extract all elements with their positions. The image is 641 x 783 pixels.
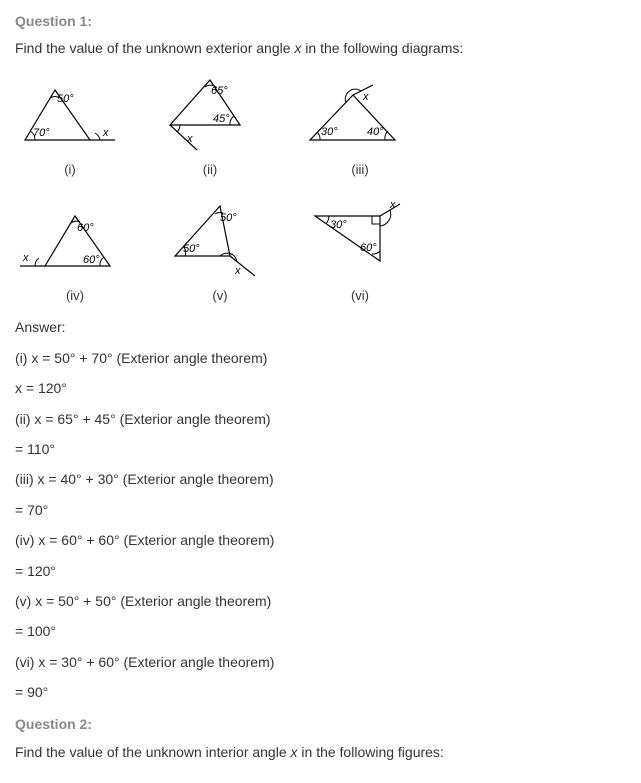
answer-label: Answer: — [15, 316, 626, 338]
answer-line-7: = 120° — [15, 560, 626, 582]
question-2-heading: Question 2: — [15, 713, 626, 735]
diagram-i-label: (i) — [64, 160, 76, 181]
question-2-text: Find the value of the unknown interior a… — [15, 741, 626, 763]
diagram-iii-ext: x — [362, 91, 369, 103]
diagram-ii-container: 65° 45° x (ii) — [155, 70, 265, 181]
diagram-vi-label: (vi) — [351, 286, 369, 307]
diagram-iv-ext: x — [22, 252, 29, 264]
diagram-i-a1: 50° — [57, 93, 74, 105]
diagram-v-a1: 50° — [220, 212, 237, 224]
diagram-iii-label: (iii) — [351, 160, 368, 181]
diagram-vi-a1: 30° — [330, 219, 347, 231]
diagram-v-ext: x — [234, 265, 241, 277]
q2-text-var: x — [291, 744, 298, 760]
answer-line-0: (i) x = 50° + 70° (Exterior angle theore… — [15, 347, 626, 369]
diagrams-row-1: 50° 70° x (i) 65° 45° x (ii) 30° 40° — [15, 70, 626, 181]
answer-line-5: = 70° — [15, 499, 626, 521]
question-1-heading: Question 1: — [15, 10, 626, 32]
diagram-iii: 30° 40° x — [295, 80, 425, 155]
diagram-iv-container: 60° 60° x (iv) — [15, 206, 135, 307]
answer-line-8: (v) x = 50° + 50° (Exterior angle theore… — [15, 590, 626, 612]
answer-line-9: = 100° — [15, 620, 626, 642]
diagram-ii-ext: x — [186, 133, 193, 145]
diagram-ii-a2: 45° — [213, 113, 230, 125]
diagram-i-a2: 70° — [33, 127, 50, 139]
answer-line-6: (iv) x = 60° + 60° (Exterior angle theor… — [15, 529, 626, 551]
answer-line-11: = 90° — [15, 681, 626, 703]
diagram-ii-label: (ii) — [203, 160, 217, 181]
answer-line-2: (ii) x = 65° + 45° (Exterior angle theor… — [15, 408, 626, 430]
diagram-vi-container: 30° 60° x (vi) — [305, 196, 415, 307]
diagram-iii-a1: 30° — [321, 126, 338, 138]
diagram-i-container: 50° 70° x (i) — [15, 80, 125, 181]
diagram-iv: 60° 60° x — [15, 206, 135, 281]
diagram-vi-ext: x — [389, 199, 396, 211]
diagram-v-label: (v) — [212, 286, 227, 307]
diagram-ii-a1: 65° — [211, 85, 228, 97]
diagram-v-container: 50° 50° x (v) — [165, 196, 275, 307]
diagram-ii: 65° 45° x — [155, 70, 265, 155]
q2-text-post: in the following figures: — [298, 744, 444, 760]
q2-text-pre: Find the value of the unknown interior a… — [15, 744, 291, 760]
diagram-v-a2: 50° — [183, 243, 200, 255]
q1-text-pre: Find the value of the unknown exterior a… — [15, 40, 294, 56]
diagrams-row-2: 60° 60° x (iv) 50° 50° x (v) 30° — [15, 196, 626, 307]
answer-line-10: (vi) x = 30° + 60° (Exterior angle theor… — [15, 651, 626, 673]
q1-text-post: in the following diagrams: — [301, 40, 463, 56]
diagram-iii-a2: 40° — [367, 126, 384, 138]
diagram-vi: 30° 60° x — [305, 196, 415, 281]
diagram-i: 50° 70° x — [15, 80, 125, 155]
diagram-iv-a1: 60° — [77, 222, 94, 234]
diagram-i-ext: x — [102, 127, 109, 139]
diagram-vi-a2: 60° — [360, 242, 377, 254]
diagram-iv-label: (iv) — [66, 286, 84, 307]
diagram-iv-a2: 60° — [83, 254, 100, 266]
answer-line-1: x = 120° — [15, 377, 626, 399]
question-1-text: Find the value of the unknown exterior a… — [15, 37, 626, 59]
diagram-v: 50° 50° x — [165, 196, 275, 281]
answer-line-4: (iii) x = 40° + 30° (Exterior angle theo… — [15, 468, 626, 490]
diagram-iii-container: 30° 40° x (iii) — [295, 80, 425, 181]
answer-line-3: = 110° — [15, 438, 626, 460]
